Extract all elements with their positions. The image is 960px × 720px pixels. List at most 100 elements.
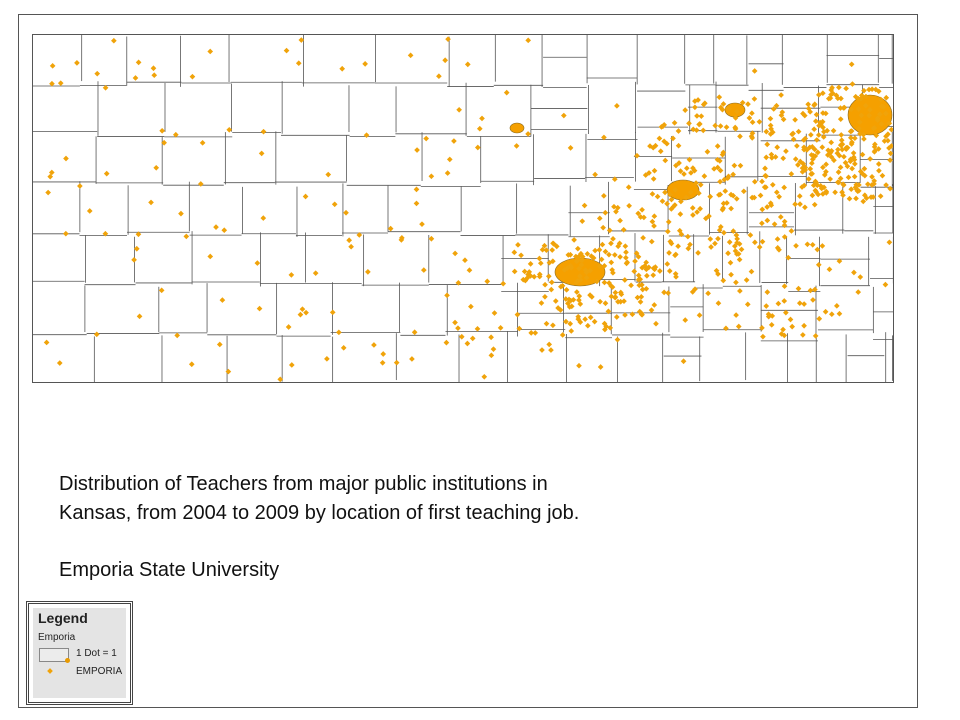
teacher-dot [717, 191, 724, 198]
teacher-dot [714, 143, 721, 149]
teacher-dot [188, 361, 195, 368]
teacher-dot [45, 189, 51, 196]
teacher-dot [779, 109, 786, 115]
teacher-dot [805, 176, 812, 182]
teacher-dot [546, 341, 553, 348]
teacher-dot [825, 95, 832, 102]
teacher-dot [724, 200, 730, 206]
teacher-dot [592, 247, 598, 254]
teacher-dot [870, 125, 877, 132]
teacher-dot [883, 182, 889, 188]
teacher-dot [136, 313, 143, 320]
teacher-dot [690, 165, 696, 171]
teacher-dot [661, 138, 667, 145]
teacher-dot [622, 243, 629, 249]
teacher-dot [859, 171, 866, 177]
teacher-dot [602, 300, 609, 307]
teacher-dot [861, 87, 867, 94]
teacher-dot [661, 289, 667, 296]
teacher-dot [356, 232, 363, 238]
legend-dot-value: 1 Dot = 1 [76, 648, 117, 659]
teacher-dot [221, 227, 228, 234]
teacher-dot [771, 221, 778, 227]
teacher-dot [649, 191, 656, 197]
teacher-dot [840, 182, 847, 188]
teacher-dot [539, 246, 546, 253]
teacher-dot [552, 298, 559, 304]
teacher-dot [811, 201, 818, 208]
teacher-dot [716, 94, 723, 101]
teacher-dot [694, 209, 700, 215]
teacher-dot [466, 267, 473, 274]
teacher-dot [63, 230, 69, 237]
teacher-dot [843, 146, 850, 153]
teacher-dot [63, 155, 69, 162]
teacher-dot [295, 60, 302, 67]
teacher-dot [783, 309, 789, 316]
teacher-dot [576, 362, 582, 369]
teacher-dot [845, 174, 852, 181]
teacher-dot [464, 61, 471, 68]
teacher-dot [587, 267, 593, 274]
teacher-dot [776, 246, 782, 253]
teacher-dot [550, 322, 556, 329]
teacher-dot [802, 204, 808, 211]
teacher-dot [888, 126, 894, 133]
teacher-dot [325, 171, 332, 178]
teacher-dot [671, 119, 678, 126]
teacher-dot [695, 250, 701, 256]
teacher-dot [601, 192, 607, 199]
teacher-dot [852, 135, 858, 142]
teacher-dot [660, 123, 666, 130]
teacher-dot [639, 206, 645, 213]
teacher-dot [838, 137, 845, 144]
teacher-dot [720, 101, 727, 107]
teacher-dot [795, 128, 802, 135]
teacher-dot [745, 101, 751, 107]
teacher-dot [835, 179, 841, 186]
teacher-dot [778, 92, 784, 98]
teacher-dot [792, 201, 798, 208]
teacher-dot [769, 129, 776, 136]
teacher-dot [812, 187, 819, 194]
teacher-dot [464, 340, 471, 347]
teacher-dot [503, 89, 510, 96]
teacher-dot [775, 300, 782, 307]
map-frame [18, 14, 918, 708]
teacher-dot [652, 142, 659, 149]
teacher-dot [697, 205, 703, 212]
teacher-dot [636, 282, 643, 289]
teacher-dot [787, 316, 794, 323]
teacher-dot [657, 148, 664, 155]
dense-area [666, 179, 700, 201]
teacher-dot [814, 246, 821, 253]
teacher-dot [575, 245, 581, 252]
teacher-dot [643, 285, 650, 292]
teacher-dot [600, 224, 606, 231]
teacher-dot [736, 241, 743, 247]
teacher-dot [488, 334, 494, 341]
teacher-dot [657, 268, 663, 274]
teacher-dot [348, 243, 354, 250]
teacher-dot [767, 122, 774, 129]
teacher-dot [837, 164, 844, 171]
teacher-dot [738, 246, 745, 253]
teacher-dot [847, 156, 854, 163]
teacher-dot [623, 254, 629, 261]
teacher-dot [828, 311, 835, 318]
teacher-dot [672, 270, 679, 277]
teacher-dot [887, 185, 893, 192]
teacher-dot [565, 252, 572, 258]
teacher-dot [730, 171, 736, 178]
teacher-dot [854, 188, 861, 194]
teacher-dot [822, 110, 829, 117]
teacher-dot [673, 162, 679, 169]
teacher-dot [563, 287, 570, 293]
teacher-dot [455, 325, 461, 331]
teacher-dot [736, 256, 743, 263]
teacher-dot [687, 241, 693, 248]
teacher-dot [594, 278, 600, 285]
teacher-dot [801, 164, 808, 170]
teacher-dot [810, 297, 816, 303]
teacher-dot [849, 81, 856, 87]
